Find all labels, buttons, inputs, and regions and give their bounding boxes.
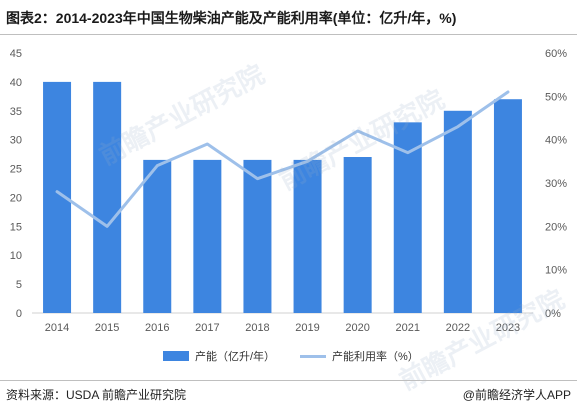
y-left-tick-label: 30 bbox=[10, 135, 22, 147]
legend-line-swatch bbox=[300, 354, 326, 358]
y-right-tick-label: 50% bbox=[545, 91, 567, 103]
y-left-tick-label: 35 bbox=[10, 106, 22, 118]
bar bbox=[143, 159, 172, 313]
bar bbox=[293, 159, 322, 313]
bar bbox=[393, 122, 422, 313]
legend-item-line: 产能利用率（%） bbox=[300, 348, 419, 364]
credit-note: @前瞻经济学人APP bbox=[462, 388, 571, 402]
y-right-tick-label: 20% bbox=[545, 221, 567, 233]
bar bbox=[93, 81, 122, 313]
footer-divider bbox=[0, 380, 577, 381]
y-left-tick-label: 15 bbox=[10, 221, 22, 233]
x-tick-label: 2018 bbox=[245, 322, 269, 334]
bar bbox=[493, 99, 522, 313]
legend-label-line: 产能利用率（%） bbox=[332, 351, 419, 363]
bar bbox=[193, 159, 222, 313]
y-right-tick-label: 60% bbox=[545, 48, 567, 60]
chart-canvas: 0 5 10 15 20 25 30 35 40 45 0% 10% 20% 30% 40% 50% 60% 20… bbox=[10, 48, 567, 334]
bar bbox=[243, 159, 272, 313]
utilization-line bbox=[55, 90, 510, 228]
x-tick-label: 2023 bbox=[496, 322, 520, 334]
x-tick-label: 2017 bbox=[195, 322, 219, 334]
y-left-tick-label: 25 bbox=[10, 164, 22, 176]
x-tick-label: 2020 bbox=[345, 322, 369, 334]
legend-item-bar: 产能（亿升/年） bbox=[163, 348, 275, 364]
y-left-tick-label: 40 bbox=[10, 77, 22, 89]
x-tick-label: 2014 bbox=[45, 322, 69, 334]
x-tick-label: 2022 bbox=[446, 322, 470, 334]
y-right-tick-label: 10% bbox=[545, 265, 567, 277]
chart-title: 图表2：2014-2023年中国生物柴油产能及产能利用率(单位：亿升/年，%) bbox=[6, 10, 457, 26]
bar bbox=[343, 157, 372, 313]
legend-bar-swatch bbox=[163, 351, 189, 361]
y-left-tick-label: 0 bbox=[16, 308, 22, 320]
x-tick-label: 2021 bbox=[396, 322, 420, 334]
bar bbox=[443, 110, 472, 314]
legend-label-bar: 产能（亿升/年） bbox=[195, 351, 276, 363]
y-right-tick-label: 40% bbox=[545, 135, 567, 147]
source-note: 资料来源：USDA 前瞻产业研究院 bbox=[6, 388, 187, 402]
y-left-tick-label: 20 bbox=[10, 192, 22, 204]
y-left-tick-label: 45 bbox=[10, 48, 22, 60]
x-tick-label: 2019 bbox=[295, 322, 319, 334]
x-tick-label: 2015 bbox=[95, 322, 119, 334]
x-tick-label: 2016 bbox=[145, 322, 169, 334]
y-right-tick-label: 0% bbox=[545, 308, 561, 320]
y-left-tick-label: 10 bbox=[10, 250, 22, 262]
y-left-tick-label: 5 bbox=[16, 279, 22, 291]
y-right-tick-label: 30% bbox=[545, 178, 567, 190]
legend: 产能（亿升/年） 产能利用率（%） bbox=[0, 348, 577, 364]
title-divider bbox=[0, 34, 577, 35]
